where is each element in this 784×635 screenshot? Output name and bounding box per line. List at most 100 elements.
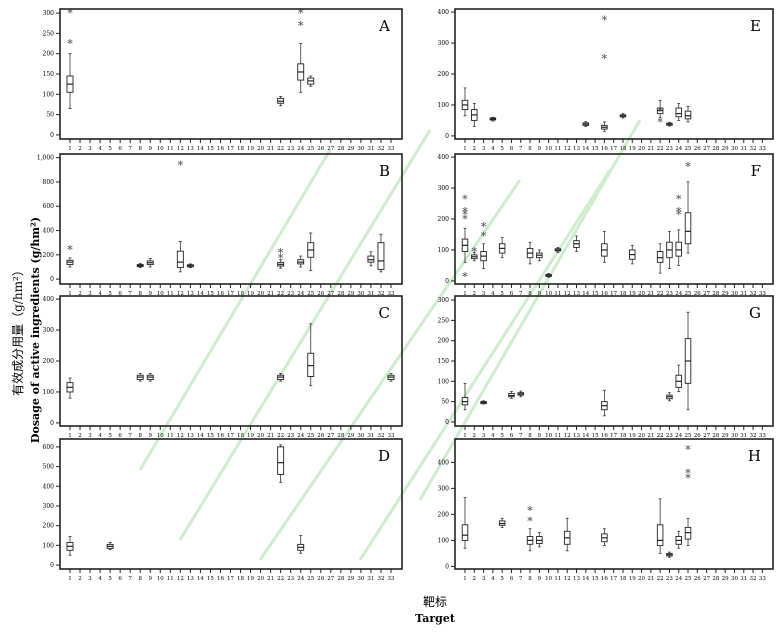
x-tick-label: 33 bbox=[759, 433, 766, 439]
x-tick-label: 26 bbox=[694, 146, 701, 152]
box-iqr bbox=[377, 242, 385, 270]
box-iqr bbox=[675, 107, 682, 118]
x-tick-label: 30 bbox=[357, 576, 364, 582]
x-tick-label: 22 bbox=[277, 576, 284, 582]
box-target-4 bbox=[489, 116, 497, 122]
box-target-9 bbox=[146, 372, 154, 382]
x-tick-label: 28 bbox=[337, 291, 344, 297]
outlier-marker: * bbox=[527, 505, 533, 518]
x-tick-label: 20 bbox=[257, 433, 264, 439]
x-tick-label: 6 bbox=[118, 433, 122, 439]
y-tick-label: 0 bbox=[50, 276, 54, 283]
x-tick-label: 20 bbox=[638, 576, 645, 582]
x-tick-label: 9 bbox=[538, 576, 542, 582]
y-tick-label: 0 bbox=[50, 562, 54, 569]
x-tick-label: 25 bbox=[685, 433, 692, 439]
box-target-8 bbox=[526, 241, 534, 265]
box-target-22 bbox=[277, 372, 285, 382]
outlier-marker: * bbox=[685, 472, 691, 485]
x-tick-label: 14 bbox=[582, 291, 589, 297]
x-tick-label: 32 bbox=[750, 146, 757, 152]
panel-title: H bbox=[748, 447, 761, 465]
x-tick-label: 16 bbox=[217, 576, 224, 582]
x-tick-label: 23 bbox=[287, 576, 294, 582]
x-tick-label: 11 bbox=[167, 433, 174, 439]
x-tick-label: 2 bbox=[473, 146, 477, 152]
box-target-11 bbox=[554, 247, 562, 253]
watermark-stroke bbox=[418, 119, 642, 501]
y-tick-label: 0 bbox=[50, 420, 54, 427]
x-tick-label: 8 bbox=[528, 576, 532, 582]
x-tick-label: 16 bbox=[217, 433, 224, 439]
x-tick-label: 22 bbox=[657, 291, 664, 297]
outlier-marker: * bbox=[676, 205, 682, 218]
x-tick-label: 23 bbox=[666, 146, 673, 152]
x-tick-label: 30 bbox=[731, 433, 738, 439]
x-tick-label: 29 bbox=[347, 433, 354, 439]
x-tick-label: 19 bbox=[247, 291, 254, 297]
outlier-marker: * bbox=[67, 38, 73, 51]
x-tick-label: 12 bbox=[564, 291, 571, 297]
x-tick-label: 6 bbox=[510, 291, 514, 297]
x-tick-label: 25 bbox=[307, 291, 314, 297]
y-tick-label: 100 bbox=[43, 91, 55, 98]
x-tick-label: 19 bbox=[247, 433, 254, 439]
box-target-22 bbox=[277, 259, 285, 269]
x-tick-label: 9 bbox=[538, 433, 542, 439]
box-target-24 bbox=[675, 229, 682, 266]
x-tick-label: 14 bbox=[582, 433, 589, 439]
box-target-24 bbox=[297, 43, 305, 93]
box-target-23 bbox=[666, 551, 673, 558]
x-tick-label: 23 bbox=[666, 433, 673, 439]
box-target-25 bbox=[307, 323, 315, 387]
x-tick-label: 19 bbox=[247, 576, 254, 582]
x-tick-label: 5 bbox=[500, 576, 504, 582]
outlier-marker: * bbox=[602, 53, 608, 66]
outlier-marker: * bbox=[278, 246, 284, 259]
box-target-12 bbox=[563, 517, 571, 552]
x-tick-label: 25 bbox=[685, 146, 692, 152]
panel-frame bbox=[454, 153, 774, 285]
x-tick-label: 30 bbox=[731, 146, 738, 152]
x-tick-label: 5 bbox=[500, 433, 504, 439]
y-tick-label: 0 bbox=[445, 563, 449, 570]
panel-frame bbox=[454, 438, 774, 570]
box-target-22 bbox=[656, 243, 664, 274]
y-tick-label: 200 bbox=[438, 216, 450, 223]
x-tick-label: 17 bbox=[227, 576, 234, 582]
x-tick-label: 5 bbox=[108, 433, 112, 439]
box-target-25 bbox=[307, 232, 315, 272]
x-tick-label: 15 bbox=[592, 433, 599, 439]
outlier-marker: * bbox=[462, 270, 468, 283]
box-target-13 bbox=[186, 263, 194, 268]
outlier-marker: * bbox=[67, 243, 73, 256]
box-iqr bbox=[277, 446, 285, 475]
x-tick-label: 14 bbox=[197, 146, 204, 152]
x-tick-label: 27 bbox=[703, 433, 710, 439]
x-tick-label: 6 bbox=[118, 576, 122, 582]
x-tick-label: 28 bbox=[712, 433, 719, 439]
x-tick-label: 13 bbox=[573, 433, 580, 439]
y-tick-label: 50 bbox=[46, 112, 54, 119]
x-tick-label: 8 bbox=[528, 291, 532, 297]
x-tick-label: 12 bbox=[177, 433, 184, 439]
outlier-marker: * bbox=[676, 208, 682, 221]
y-tick-label: 300 bbox=[438, 185, 450, 192]
box-iqr bbox=[176, 250, 184, 269]
x-tick-label: 8 bbox=[528, 433, 532, 439]
x-tick-label: 15 bbox=[592, 146, 599, 152]
x-tick-label: 14 bbox=[197, 291, 204, 297]
x-tick-label: 29 bbox=[722, 291, 729, 297]
x-tick-label: 14 bbox=[197, 576, 204, 582]
panel-title: A bbox=[378, 17, 390, 35]
x-tick-label: 15 bbox=[592, 576, 599, 582]
x-tick-label: 23 bbox=[287, 291, 294, 297]
x-tick-label: 26 bbox=[317, 291, 324, 297]
box-iqr bbox=[684, 526, 692, 540]
x-tick-label: 1 bbox=[463, 433, 467, 439]
box-target-6 bbox=[508, 391, 515, 399]
y-tick-label: 300 bbox=[438, 297, 450, 304]
x-tick-label: 21 bbox=[267, 291, 274, 297]
